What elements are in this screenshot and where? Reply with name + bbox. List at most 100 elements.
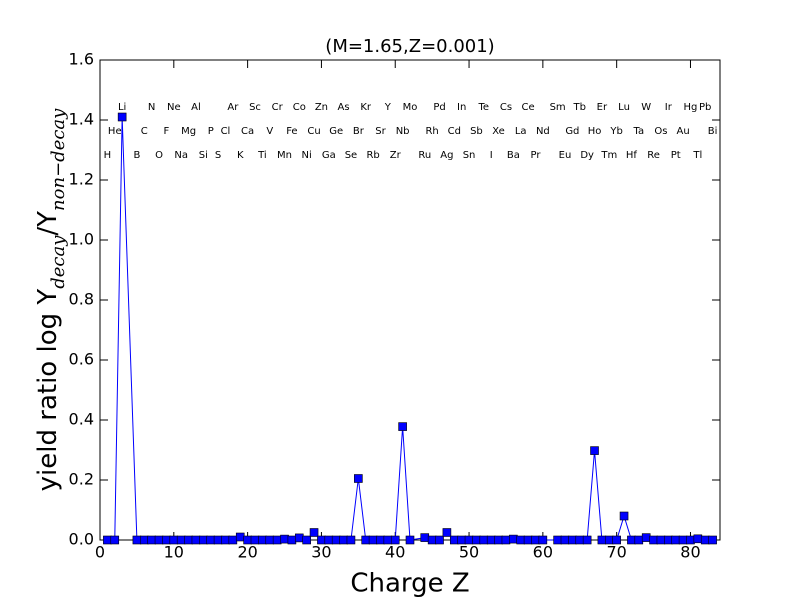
- element-label: Nb: [396, 126, 410, 137]
- point: [191, 535, 201, 545]
- element-label: Tm: [600, 150, 617, 161]
- element-label: W: [641, 102, 651, 113]
- point: [693, 534, 703, 544]
- element-label: Ce: [522, 102, 535, 113]
- x-tick-label: 0: [95, 543, 105, 562]
- element-label: Rh: [425, 126, 438, 137]
- point: [509, 534, 518, 544]
- element-label: Y: [384, 102, 392, 113]
- series-line: [107, 116, 713, 541]
- point: [331, 535, 341, 545]
- element-label: Nd: [536, 126, 550, 137]
- element-label: I: [490, 150, 493, 161]
- point: [516, 535, 526, 545]
- element-label: Bi: [708, 126, 718, 137]
- x-tick-label: 40: [385, 543, 405, 562]
- point: [486, 535, 496, 545]
- element-label: In: [457, 102, 466, 113]
- element-label: Pr: [530, 150, 541, 161]
- point: [324, 535, 334, 545]
- y-axis-label: yield ratio log Ydecay/Ynon−decay: [33, 108, 69, 491]
- point: [553, 535, 562, 545]
- element-label: Yb: [609, 126, 622, 137]
- element-label: Rb: [366, 150, 379, 161]
- element-label: Xe: [492, 126, 505, 137]
- element-label: Co: [293, 102, 306, 113]
- element-label: Dy: [580, 150, 594, 161]
- element-label: V: [266, 126, 273, 137]
- element-label: Cu: [307, 126, 320, 137]
- point: [206, 535, 216, 545]
- y-tick-label: 0.4: [69, 410, 94, 429]
- y-axis-label-part: non−decay: [48, 108, 69, 211]
- element-label: Ca: [241, 126, 254, 137]
- element-label: Ne: [167, 102, 181, 113]
- element-label: Si: [199, 150, 208, 161]
- element-label: S: [215, 150, 221, 161]
- point: [686, 535, 695, 545]
- element-label: O: [155, 150, 163, 161]
- element-label: Na: [174, 150, 188, 161]
- point: [641, 533, 651, 542]
- point: [494, 535, 503, 545]
- element-label: Eu: [559, 150, 572, 161]
- element-label: Pb: [699, 102, 711, 113]
- point: [457, 535, 466, 545]
- point: [162, 535, 171, 545]
- y-tick-label: 1.2: [69, 170, 94, 189]
- point: [361, 535, 371, 545]
- point: [103, 535, 112, 545]
- y-axis-label-part: /Y: [33, 211, 63, 236]
- element-label: Cr: [272, 102, 284, 113]
- point: [354, 474, 363, 483]
- y-tick-label: 1.0: [69, 230, 94, 249]
- element-label: Ag: [440, 150, 453, 161]
- element-label: Tb: [573, 102, 586, 113]
- point: [700, 535, 710, 545]
- y-tick-label: 1.4: [69, 110, 94, 129]
- point: [317, 535, 326, 545]
- point: [213, 535, 223, 545]
- point: [117, 112, 127, 122]
- point: [132, 535, 142, 545]
- element-label: He: [108, 126, 122, 137]
- element-label: Se: [345, 150, 358, 161]
- point: [221, 535, 230, 545]
- element-label: Sb: [470, 126, 483, 137]
- point: [368, 535, 378, 545]
- element-label: Ar: [227, 102, 239, 113]
- point: [590, 446, 599, 455]
- point: [523, 535, 533, 545]
- point: [309, 528, 319, 537]
- point: [575, 535, 585, 545]
- element-label: Ta: [633, 126, 645, 137]
- point: [302, 535, 311, 545]
- y-axis-label-part: yield ratio log Y: [33, 289, 63, 492]
- element-label: Fe: [286, 126, 297, 137]
- point: [708, 535, 717, 545]
- element-label: K: [237, 150, 244, 161]
- x-tick-label: 10: [164, 543, 184, 562]
- element-label: Mo: [403, 102, 418, 113]
- element-label: Kr: [360, 102, 372, 113]
- element-label: Al: [191, 102, 201, 113]
- point: [664, 535, 673, 545]
- x-tick-label: 30: [311, 543, 331, 562]
- point: [479, 535, 489, 545]
- point: [258, 535, 267, 545]
- y-axis-label-part: decay: [48, 235, 69, 289]
- point: [339, 535, 348, 545]
- point: [139, 535, 149, 545]
- point: [405, 535, 415, 545]
- x-tick-label: 20: [237, 543, 257, 562]
- element-label: Zr: [390, 150, 402, 161]
- point: [420, 533, 430, 542]
- x-tick-label: 60: [533, 543, 553, 562]
- element-label: Ho: [588, 126, 602, 137]
- point: [265, 535, 275, 545]
- element-label: Zn: [315, 102, 328, 113]
- point: [398, 422, 407, 431]
- element-label: Au: [677, 126, 690, 137]
- element-label: Sn: [463, 150, 476, 161]
